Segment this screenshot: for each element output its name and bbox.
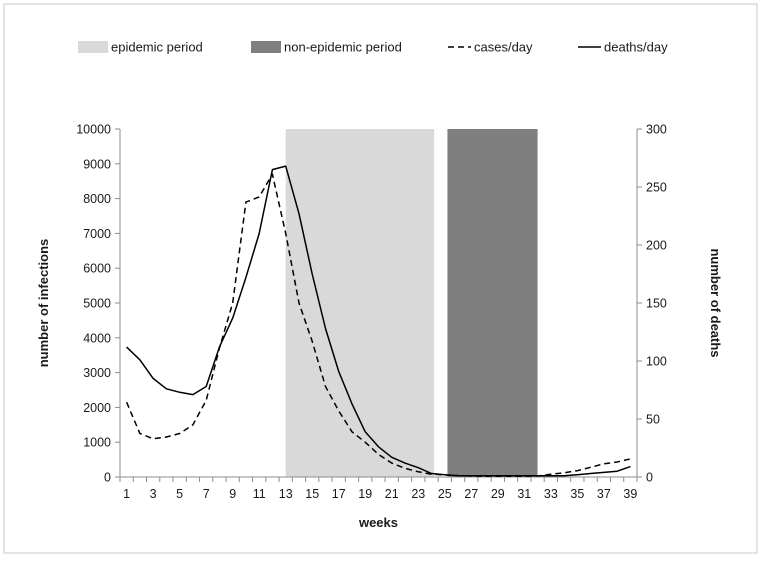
x-tick-label: 33 xyxy=(544,487,558,501)
y-right-tick-label: 300 xyxy=(646,123,667,137)
x-tick-label: 17 xyxy=(332,487,346,501)
y-left-tick-label: 10000 xyxy=(76,123,111,137)
legend-epidemic-swatch xyxy=(78,41,108,53)
y-left-tick-label: 6000 xyxy=(83,262,111,276)
x-tick-label: 7 xyxy=(203,487,210,501)
y-left-tick-label: 0 xyxy=(104,471,111,485)
legend-cases: cases/day xyxy=(448,40,533,55)
axes xyxy=(115,128,642,482)
x-tick-label: 39 xyxy=(623,487,637,501)
x-tick-label: 9 xyxy=(229,487,236,501)
legend-non-epidemic-swatch xyxy=(251,41,281,53)
x-tick-label: 21 xyxy=(385,487,399,501)
legend-cases-label: cases/day xyxy=(474,40,533,55)
legend: epidemic period non-epidemic period cases/… xyxy=(78,40,668,55)
legend-non-epidemic: non-epidemic period xyxy=(251,40,402,55)
y-right-tick-label: 0 xyxy=(646,471,653,485)
x-tick-label: 19 xyxy=(358,487,372,501)
shaded-period-1 xyxy=(447,129,538,477)
y-left-tick-label: 2000 xyxy=(83,401,111,415)
x-axis-title: weeks xyxy=(358,515,398,530)
x-tick-label: 37 xyxy=(597,487,611,501)
x-tick-label: 35 xyxy=(570,487,584,501)
legend-deaths-label: deaths/day xyxy=(604,40,668,55)
y-left-tick-label: 1000 xyxy=(83,436,111,450)
x-tick-label: 15 xyxy=(305,487,319,501)
y-right-tick-label: 200 xyxy=(646,239,667,253)
x-tick-label: 11 xyxy=(253,487,266,501)
data-series xyxy=(125,165,631,478)
legend-deaths: deaths/day xyxy=(578,40,668,55)
deaths-line xyxy=(126,165,631,477)
legend-non-epidemic-label: non-epidemic period xyxy=(284,40,402,55)
tick-labels: 0100020003000400050006000700080009000100… xyxy=(76,123,667,502)
y-left-tick-label: 5000 xyxy=(83,297,111,311)
x-tick-label: 5 xyxy=(176,487,183,501)
x-tick-label: 25 xyxy=(438,487,452,501)
shaded-period-0 xyxy=(285,129,435,477)
y-left-tick-label: 4000 xyxy=(83,331,111,345)
x-tick-label: 31 xyxy=(517,487,531,501)
y-right-tick-label: 100 xyxy=(646,355,667,369)
legend-epidemic-label: epidemic period xyxy=(111,40,203,55)
x-tick-label: 23 xyxy=(411,487,425,501)
y-left-tick-label: 3000 xyxy=(83,366,111,380)
x-tick-label: 3 xyxy=(150,487,157,501)
y-left-tick-label: 8000 xyxy=(83,192,111,206)
shaded-periods xyxy=(285,129,538,477)
legend-epidemic: epidemic period xyxy=(78,40,203,55)
x-tick-label: 29 xyxy=(491,487,505,501)
cases-line xyxy=(125,173,631,478)
x-tick-label: 1 xyxy=(123,487,130,501)
y-right-tick-label: 50 xyxy=(646,413,660,427)
y-left-tick-label: 7000 xyxy=(83,227,111,241)
y-axis-right-title: number of deaths xyxy=(708,248,723,357)
y-right-tick-label: 250 xyxy=(646,181,667,195)
x-tick-label: 27 xyxy=(464,487,478,501)
x-tick-label: 13 xyxy=(279,487,293,501)
y-axis-left-title: number of infections xyxy=(36,239,51,368)
y-right-tick-label: 150 xyxy=(646,297,667,311)
y-left-tick-label: 9000 xyxy=(83,157,111,171)
